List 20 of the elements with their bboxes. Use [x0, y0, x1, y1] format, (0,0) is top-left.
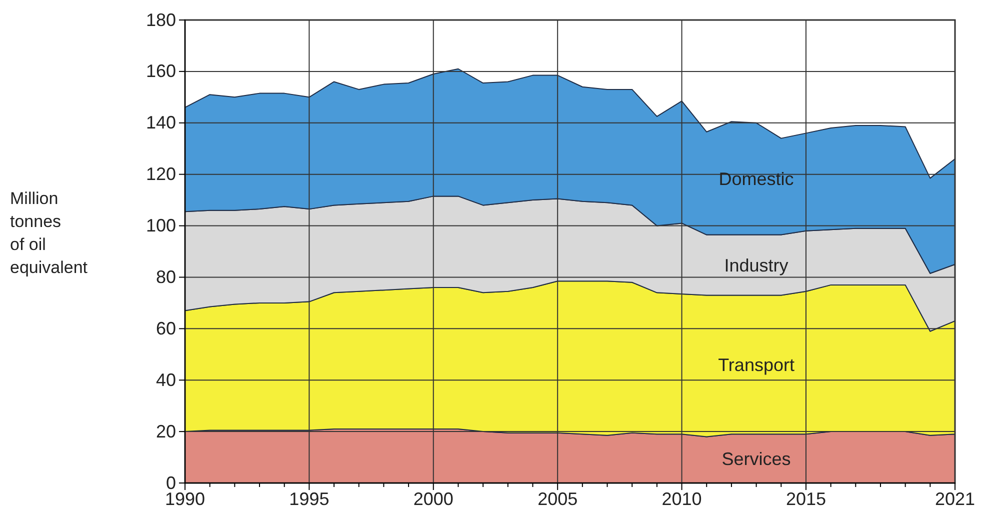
y-tick-label: 140: [146, 112, 176, 133]
x-tick-label: 2010: [662, 488, 702, 509]
x-tick-label: 1995: [289, 488, 330, 509]
series-label: Transport: [718, 354, 794, 375]
y-tick-label: 40: [156, 370, 176, 390]
series-label: Domestic: [718, 169, 794, 190]
y-axis-title: Million tonnes of oil equivalent: [10, 189, 88, 277]
x-tick-label: 2000: [413, 488, 454, 509]
y-tick-label: 160: [146, 61, 176, 82]
series-label: Industry: [724, 255, 788, 276]
x-tick-label: 2005: [538, 488, 578, 509]
x-tick-label: 2021: [934, 488, 976, 509]
y-tick-label: 120: [146, 164, 176, 184]
y-tick-label: 180: [146, 10, 176, 30]
y-tick-label: 20: [156, 421, 176, 442]
series-label: Services: [722, 448, 791, 469]
y-tick-label: 80: [156, 266, 176, 287]
y-tick-label: 60: [156, 318, 176, 338]
x-tick-label: 2015: [786, 488, 826, 509]
y-tick-label: 100: [146, 216, 176, 236]
